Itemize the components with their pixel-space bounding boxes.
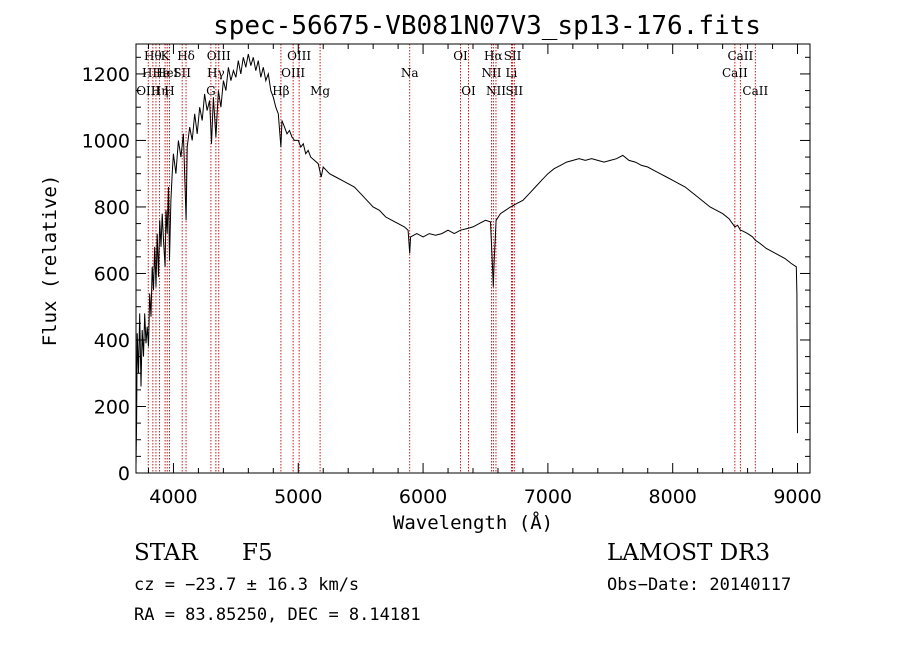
y-tick-label: 1000 [82, 130, 130, 152]
y-tick-label: 0 [118, 463, 130, 485]
y-axis-label: Flux (relative) [39, 175, 61, 347]
spectral-line-label: SII [504, 49, 522, 63]
spectral-line-label: HHe [142, 66, 170, 80]
chart-title: spec-56675-VB081N07V3_sp13-176.fits [213, 11, 761, 41]
spectral-line-label: NII [481, 66, 501, 80]
x-tick-label: 8000 [649, 486, 697, 508]
survey-name: LAMOST DR3 [607, 540, 770, 566]
spectral-line-labels: OIII Hθ HHe Hη K HeI H SII Hδ G Hγ OIII Hβ OIII OIII Mg… [136, 49, 768, 98]
y-tick-label: 200 [94, 396, 130, 418]
plot-series [135, 53, 798, 467]
spectral-line-label: G [206, 84, 216, 98]
spectral-line-label: H [164, 84, 174, 98]
spectral-line-label: Na [401, 66, 419, 80]
x-tick-label: 9000 [773, 486, 821, 508]
spectral-line-label: HeI [156, 66, 179, 80]
spectral-line-label: OIII [207, 49, 231, 63]
spectral-line-label: SII [505, 84, 523, 98]
x-axis: 4000 5000 6000 7000 8000 9000 [147, 44, 822, 508]
y-tick-label: 1200 [82, 64, 130, 86]
y-tick-label: 400 [94, 330, 130, 352]
object-subclass: F5 [242, 540, 273, 566]
redshift-velocity: cz = −23.7 ± 16.3 km/s [134, 575, 359, 595]
spectral-line-label: OI [461, 84, 476, 98]
spectral-line-label: Hθ [144, 49, 162, 63]
spectral-line-label: CaII [722, 66, 748, 80]
spectral-line-label: Hδ [177, 49, 195, 63]
spectral-line-label: NII [486, 84, 506, 98]
spectral-line-label: Hβ [272, 84, 289, 98]
spectral-line-label: Hα [484, 49, 503, 63]
spectrum-line [135, 53, 798, 467]
spectral-line-label: K [161, 49, 171, 63]
spectral-line-label: OIII [136, 84, 160, 98]
spectral-line-label: Mg [310, 84, 330, 98]
x-tick-label: 6000 [399, 486, 447, 508]
plot-frame [135, 43, 811, 474]
y-tick-label: 800 [94, 197, 130, 219]
spectral-line-label: OIII [287, 49, 311, 63]
x-axis-label: Wavelength (Å) [393, 511, 553, 534]
spectral-line-markers [147, 44, 756, 473]
x-tick-label: 5000 [274, 486, 322, 508]
x-tick-label: 4000 [149, 486, 197, 508]
y-tick-label: 600 [94, 263, 130, 285]
object-class: STAR [134, 540, 198, 566]
x-tick-label: 7000 [524, 486, 572, 508]
spectral-line-label: CaII [727, 49, 753, 63]
spectral-line-label: OIII [281, 66, 305, 80]
sky-coordinates: RA = 83.85250, DEC = 8.14181 [134, 605, 421, 625]
spectral-line-label: Hη [151, 84, 169, 98]
spectral-line-label: OI [453, 49, 468, 63]
observation-date: Obs−Date: 20140117 [607, 575, 791, 595]
spectral-line-label: SII [173, 66, 191, 80]
spectral-line-label: CaII [742, 84, 768, 98]
spectral-line-label: Hγ [207, 66, 225, 80]
spectral-line-label: Li [506, 66, 518, 80]
y-axis: 0 200 400 600 800 1000 1200 [82, 56, 810, 485]
